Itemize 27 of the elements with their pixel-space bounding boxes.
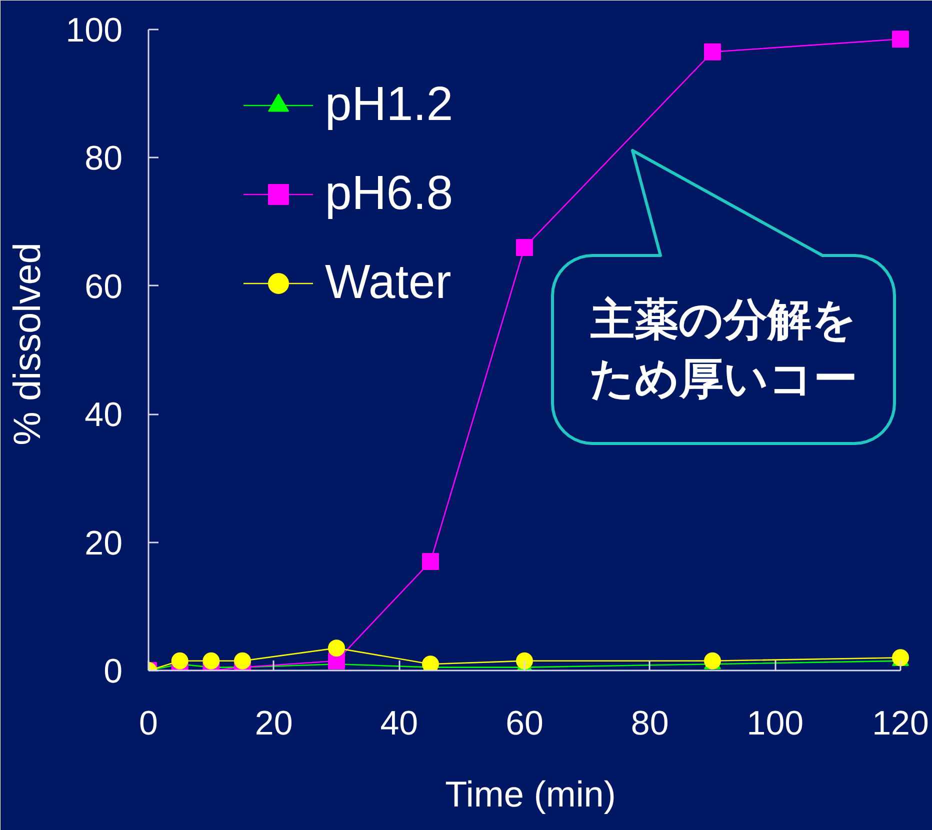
legend-label: Water bbox=[325, 255, 452, 310]
x-tick-label: 60 bbox=[506, 704, 544, 742]
y-tick-label: 80 bbox=[84, 140, 123, 178]
legend-label: pH6.8 bbox=[325, 166, 454, 222]
x-tick-label: 40 bbox=[380, 704, 418, 742]
x-tick-label: 80 bbox=[630, 704, 669, 742]
y-axis-title: % dissolved bbox=[6, 242, 49, 446]
point bbox=[516, 652, 533, 670]
annotation: 主薬の分解をため厚いコー bbox=[590, 294, 858, 404]
x-tick-label: 120 bbox=[872, 704, 929, 742]
legend-label: pH1.2 bbox=[325, 77, 454, 132]
x-axis-title: Time (min) bbox=[445, 774, 616, 814]
x-tick-label: 0 bbox=[139, 704, 158, 742]
y-tick-label: 40 bbox=[84, 396, 123, 434]
point bbox=[704, 43, 721, 60]
y-tick-label: 60 bbox=[84, 268, 123, 306]
x-tick-label: 20 bbox=[254, 704, 293, 742]
x-tick-label: 100 bbox=[746, 704, 804, 742]
y-tick-label: 100 bbox=[66, 12, 123, 50]
point bbox=[202, 652, 220, 670]
point bbox=[234, 652, 251, 670]
point bbox=[328, 640, 345, 657]
point bbox=[516, 238, 533, 256]
point bbox=[892, 30, 909, 48]
point bbox=[422, 553, 439, 570]
y-tick-label: 0 bbox=[104, 652, 123, 690]
y-tick-label: 20 bbox=[84, 524, 123, 562]
